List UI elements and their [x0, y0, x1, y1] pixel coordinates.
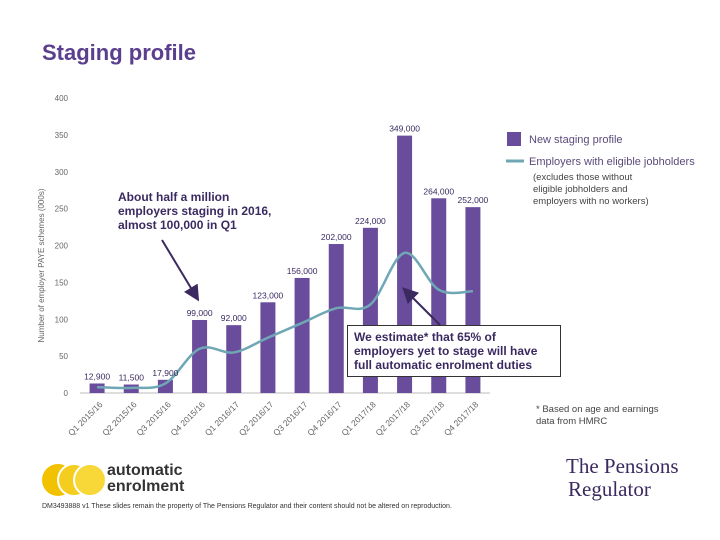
bar-value-label: 156,000 [287, 266, 318, 276]
legend-line-label: Employers with eligible jobholders [529, 156, 695, 168]
x-tick-label: Q4 2017/18 [442, 399, 481, 438]
automatic-enrolment-wordmark: automatic enrolment [107, 463, 184, 495]
tpr-word-1: The Pensions [566, 454, 679, 478]
bar-4 [192, 319, 208, 393]
bar-value-label: 17,900 [152, 368, 178, 378]
bar-3 [157, 379, 173, 393]
x-tick-label: Q4 2016/17 [305, 399, 344, 438]
x-tick-label: Q2 2016/17 [237, 399, 276, 438]
x-tick-label: Q2 2015/16 [100, 399, 139, 438]
pensions-regulator-logo: The Pensions Regulator [566, 455, 679, 501]
bar-value-label: 224,000 [355, 216, 386, 226]
footnote-line-2: data from HMRC [536, 416, 608, 427]
y-tick-label: 300 [55, 168, 69, 177]
callout-line-2: employers staging in 2016, [118, 204, 272, 218]
ae-word-1: automatic [107, 462, 183, 479]
bar-value-label: 349,000 [389, 124, 420, 134]
y-tick-label: 100 [55, 315, 69, 324]
bar-6 [260, 302, 276, 393]
bar-value-label: 99,000 [187, 308, 213, 318]
x-tick-label: Q2 2017/18 [374, 399, 413, 438]
legend-note-line-1: (excludes those without [533, 172, 633, 183]
y-tick-label: 50 [59, 352, 68, 361]
legend-bar-label: New staging profile [529, 134, 623, 146]
bar-value-label: 92,000 [221, 313, 247, 323]
estimate-line-3: full automatic enrolment duties [354, 358, 533, 372]
estimate-line-1: We estimate* that 65% of [354, 330, 496, 344]
bar-value-label: 11,500 [119, 373, 145, 383]
estimate-line-2: employers yet to stage will have [354, 344, 538, 358]
x-tick-label: Q1 2016/17 [203, 399, 242, 438]
y-tick-label: 400 [55, 94, 69, 103]
estimate-callout: We estimate* that 65% of employers yet t… [347, 325, 561, 377]
y-tick-label: 350 [55, 131, 69, 140]
callout-arrow [161, 239, 200, 302]
y-tick-label: 0 [64, 389, 69, 398]
eligible-jobholders-line [97, 251, 473, 390]
bar-7 [294, 277, 310, 393]
x-tick-label: Q3 2015/16 [134, 399, 173, 438]
y-tick-label: 150 [55, 278, 69, 287]
x-tick-label: Q3 2016/17 [271, 399, 310, 438]
estimate-arrow [402, 287, 441, 326]
footnote-line-1: * Based on age and earnings [536, 404, 659, 415]
callout-half-million: About half a million employers staging i… [118, 190, 271, 232]
callout-line-1: About half a million [118, 190, 230, 204]
ae-word-2: enrolment [107, 478, 185, 495]
y-tick-label: 250 [55, 205, 69, 214]
legend-note: (excludes those without eligible jobhold… [533, 172, 649, 208]
legend-bar-swatch [507, 132, 521, 146]
page-title: Staging profile [42, 40, 196, 65]
x-tick-label: Q4 2015/16 [169, 399, 208, 438]
footer-disclaimer: DM3493888 v1 These slides remain the pro… [42, 503, 452, 510]
bar-value-label: 12,900 [84, 371, 110, 381]
automatic-enrolment-logo-icon [42, 463, 107, 497]
x-tick-label: Q1 2017/18 [339, 399, 378, 438]
bar-value-label: 123,000 [253, 290, 284, 300]
legend-note-line-2: eligible jobholders and [533, 184, 628, 195]
footnote: * Based on age and earnings data from HM… [536, 404, 659, 428]
callout-line-3: almost 100,000 in Q1 [118, 218, 237, 232]
y-axis-label: Number of employer PAYE schemes (000s) [37, 188, 46, 342]
y-tick-label: 200 [55, 242, 69, 251]
bar-value-label: 264,000 [423, 186, 454, 196]
bar-value-label: 252,000 [458, 195, 489, 205]
bar-8 [328, 244, 344, 393]
legend-note-line-3: employers with no workers) [533, 196, 649, 207]
bar-value-label: 202,000 [321, 232, 352, 242]
x-tick-label: Q3 2017/18 [408, 399, 447, 438]
tpr-word-2: Regulator [568, 477, 651, 501]
bar-5 [226, 325, 242, 393]
x-tick-label: Q1 2015/16 [66, 399, 105, 438]
